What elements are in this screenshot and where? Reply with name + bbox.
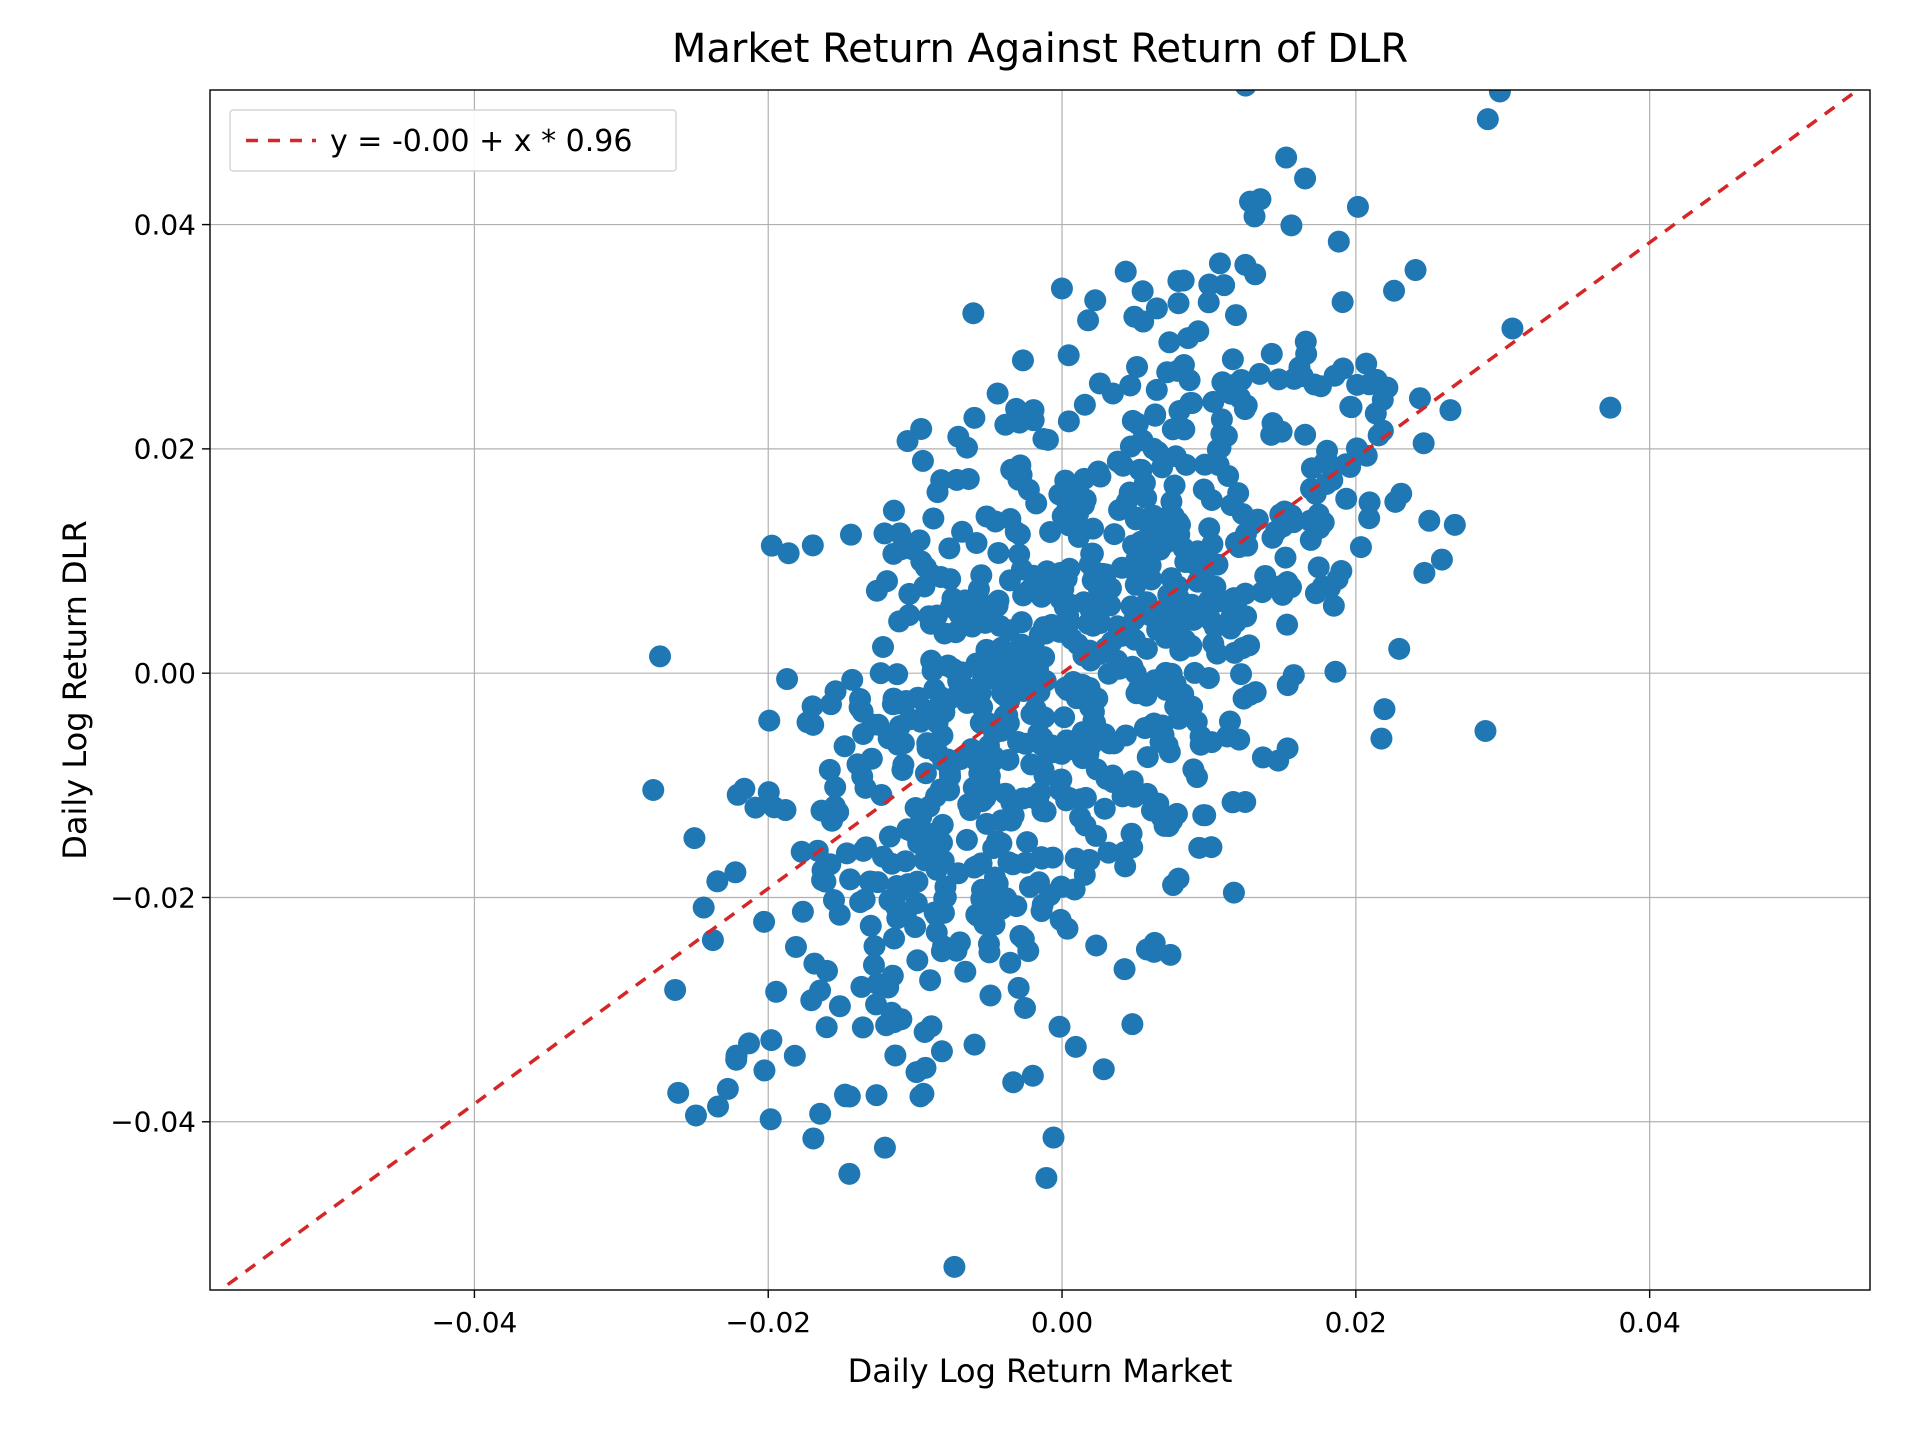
y-axis-label: Daily Log Return DLR xyxy=(56,520,94,860)
x-tick-label: 0.00 xyxy=(1031,1306,1093,1339)
chart-title: Market Return Against Return of DLR xyxy=(672,26,1408,72)
x-tick-label: 0.04 xyxy=(1618,1306,1680,1339)
x-tick-label: −0.04 xyxy=(432,1306,518,1339)
x-axis-label: Daily Log Return Market xyxy=(848,1352,1233,1390)
y-tick-label: −0.02 xyxy=(110,881,196,914)
y-tick-label: 0.00 xyxy=(134,657,196,690)
x-tick-label: −0.02 xyxy=(725,1306,811,1339)
legend-label: y = -0.00 + x * 0.96 xyxy=(330,124,632,159)
x-ticks: −0.04 −0.02 0.00 0.02 0.04 xyxy=(432,1290,1681,1339)
chart-container: −0.04 −0.02 0.00 0.02 0.04 −0.04 −0.02 0.00 0.0… xyxy=(0,0,1920,1440)
y-tick-label: 0.02 xyxy=(134,433,196,466)
y-tick-label: 0.04 xyxy=(134,208,196,241)
legend: y = -0.00 + x * 0.96 xyxy=(230,110,676,171)
scatter-chart: −0.04 −0.02 0.00 0.02 0.04 −0.04 −0.02 0.00 0.0… xyxy=(0,0,1920,1440)
x-tick-label: 0.02 xyxy=(1325,1306,1387,1339)
y-tick-label: −0.04 xyxy=(110,1106,196,1139)
y-ticks: −0.04 −0.02 0.00 0.02 0.04 xyxy=(110,208,210,1138)
